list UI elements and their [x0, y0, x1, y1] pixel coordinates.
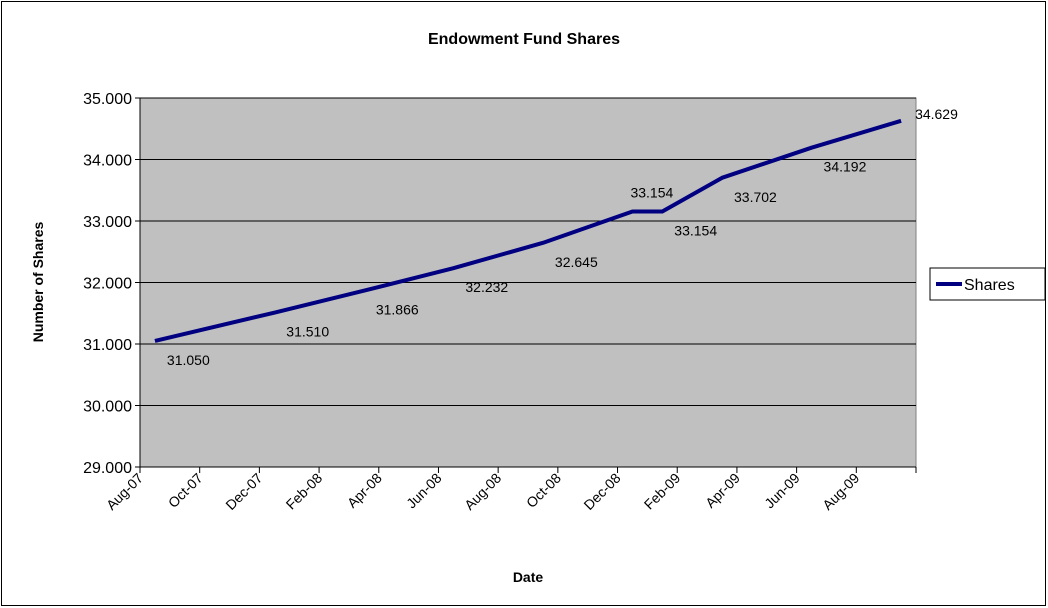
data-label: 31.866	[376, 302, 419, 318]
x-axis-label: Date	[513, 569, 544, 585]
chart-title: Endowment Fund Shares	[428, 31, 620, 48]
data-label: 33.154	[630, 185, 673, 201]
data-label: 34.192	[824, 159, 867, 175]
data-line	[154, 118, 902, 343]
data-label: 32.232	[465, 279, 508, 295]
y-tick-label: 35.000	[83, 91, 132, 108]
data-label: 31.510	[286, 324, 329, 340]
data-label: 33.702	[734, 189, 777, 205]
legend-label: Shares	[964, 277, 1015, 294]
y-tick-label: 34.000	[83, 153, 132, 170]
data-label: 34.629	[915, 106, 958, 122]
y-tick-label: 30.000	[83, 399, 132, 416]
data-label: 33.154	[674, 223, 717, 239]
data-label: 32.645	[555, 254, 598, 270]
y-tick-label: 31.000	[83, 337, 132, 354]
y-axis-label: Number of Shares	[30, 221, 46, 342]
y-tick-label: 29.000	[83, 460, 132, 477]
data-label: 31.050	[167, 352, 210, 368]
y-tick-label: 33.000	[83, 214, 132, 231]
y-tick-label: 32.000	[83, 276, 132, 293]
